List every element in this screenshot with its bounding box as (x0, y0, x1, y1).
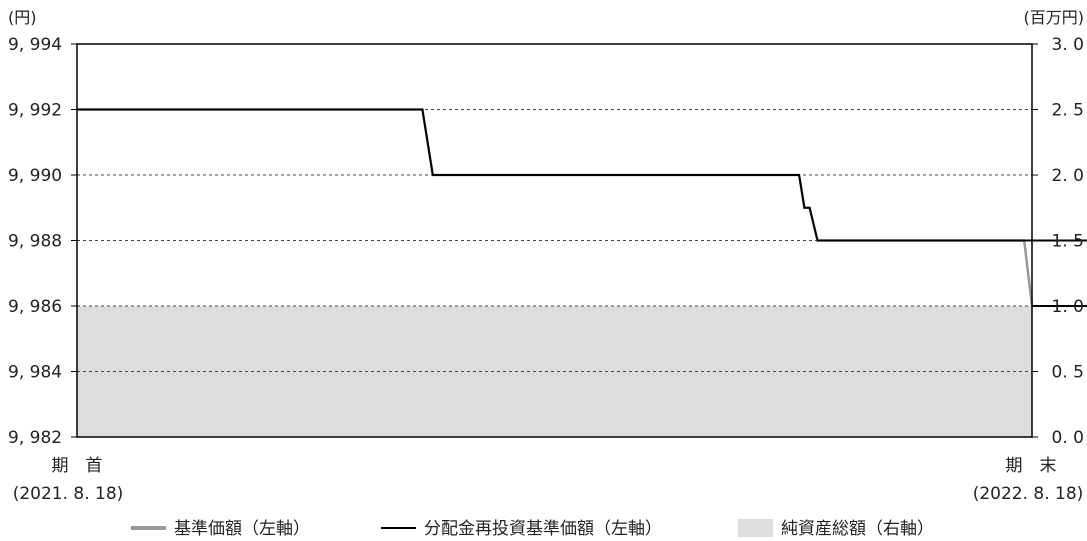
nav-line (77, 108, 1034, 307)
legend: 基準価額（左軸） 分配金再投資基準価額（左軸） 純資産総額（右軸） (131, 519, 934, 539)
right-axis-tick-label: 0. 5 (1052, 363, 1084, 383)
legend-label-reinvested: 分配金再投資基準価額（左軸） (424, 519, 662, 539)
legend-label-nav: 基準価額（左軸） (174, 519, 310, 539)
left-axis-tick-label: 9, 990 (8, 166, 62, 186)
net-assets-area-layer (77, 306, 1032, 437)
left-axis-tick-label: 9, 994 (8, 35, 62, 55)
left-axis-tick-label: 9, 988 (8, 232, 62, 252)
right-axis-tick-label: 3. 0 (1052, 35, 1084, 55)
left-axis-tick-label: 9, 992 (8, 101, 62, 121)
right-axis-tick-label: 2. 5 (1052, 101, 1084, 121)
net-assets-area (77, 306, 1032, 437)
left-axis-tick-label: 9, 986 (8, 297, 62, 317)
left-axis-tick-label: 9, 982 (8, 428, 62, 448)
x-end-date: (2022. 8. 18) (973, 484, 1084, 504)
right-axis-tick-label: 0. 0 (1052, 428, 1084, 448)
right-axis-unit: (百万円) (1024, 8, 1085, 27)
right-axis-tick-label: 1. 0 (1052, 297, 1084, 317)
line-layer (77, 108, 1087, 307)
x-start-label: 期 首 (52, 456, 103, 476)
tick-layer: 9, 994 9, 992 9, 990 9, 988 9, 986 9, 984 9, 9… (8, 35, 1084, 448)
legend-swatch-net-assets (738, 519, 773, 537)
reinvested-nav-line (77, 108, 1087, 307)
left-axis-unit: (円) (8, 8, 37, 27)
left-axis-tick-label: 9, 984 (8, 363, 62, 383)
right-axis-tick-label: 1. 5 (1052, 232, 1084, 252)
legend-label-net-assets: 純資産総額（右軸） (781, 519, 934, 539)
x-start-date: (2021. 8. 18) (13, 484, 124, 504)
x-end-label: 期 末 (1006, 456, 1057, 476)
right-axis-tick-label: 2. 0 (1052, 166, 1084, 186)
